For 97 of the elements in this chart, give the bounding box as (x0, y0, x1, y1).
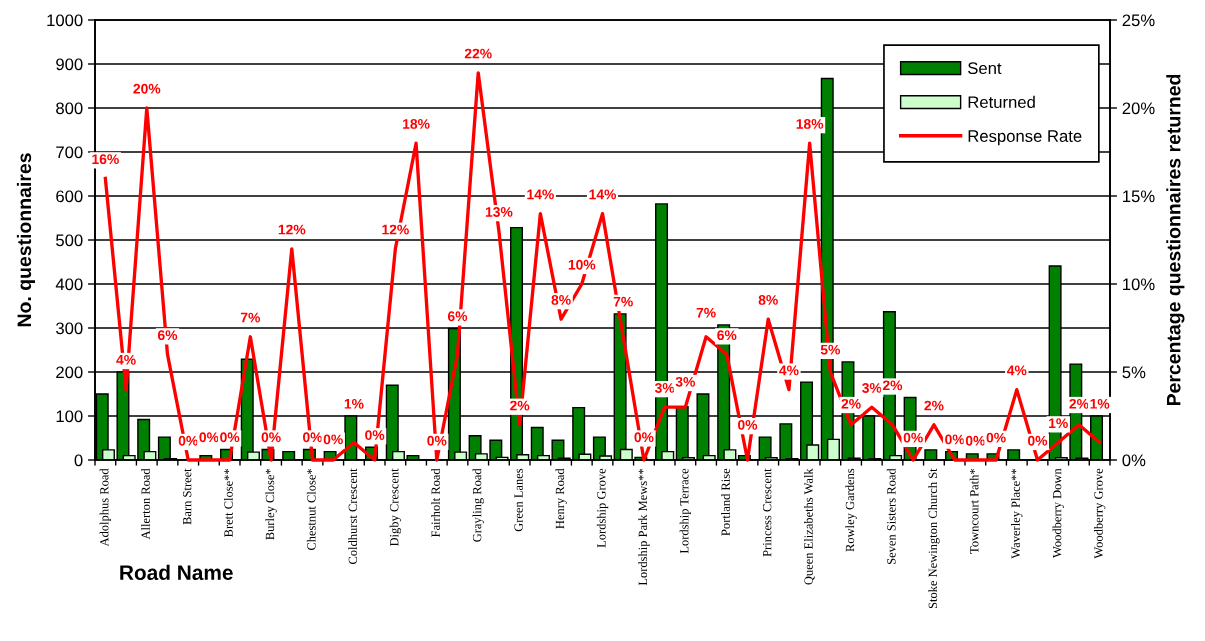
y-tick-label: 900 (56, 58, 83, 71)
data-label: 0% (178, 435, 198, 446)
x-tick-label: Portland Rise (721, 468, 730, 536)
data-label: 20% (133, 83, 161, 94)
data-label: 4% (116, 354, 136, 365)
data-label: 2% (924, 400, 944, 411)
data-label: 8% (758, 295, 778, 305)
x-tick-label: Queen Elizabeths Walk (803, 468, 815, 585)
x-tick-label: Allerton Road (141, 468, 150, 540)
data-label: 0% (261, 432, 281, 443)
y-tick-label: 100 (56, 410, 83, 423)
data-label: 2% (841, 398, 861, 409)
data-label: 1% (1090, 398, 1110, 409)
data-label: 0% (945, 434, 965, 445)
data-label: 18% (403, 119, 430, 129)
x-tick-label: Brett Close** (223, 468, 233, 538)
data-label: 5% (820, 344, 841, 355)
y-tick-label: 300 (56, 322, 83, 335)
data-label: 7% (240, 312, 261, 323)
data-label: 2% (1069, 398, 1089, 409)
y2-tick-label: 20% (1122, 102, 1155, 115)
x-tick-label: Fairholt Road (431, 468, 440, 538)
data-label: 6% (717, 330, 737, 341)
x-tick-label: Grayling Road (472, 468, 484, 542)
x-tick-label: Henry Road (555, 468, 567, 529)
data-label: 14% (527, 189, 554, 200)
y-axis-title: No. questionnaires (16, 153, 36, 327)
data-label: 3% (675, 376, 696, 387)
x-tick-label: Chestnut Close* (306, 468, 316, 551)
data-label: 3% (862, 383, 882, 393)
x-tick-label: Adolphus Road (99, 468, 112, 547)
data-label: 1% (344, 398, 364, 409)
legend-label: Sent (968, 62, 1002, 75)
legend-label: Response Rate (968, 130, 1082, 146)
data-label: 0% (427, 435, 447, 446)
data-label: 7% (613, 296, 633, 307)
data-label: 22% (464, 48, 492, 59)
data-label: 6% (447, 311, 468, 322)
x-tick-label: Digby Crescent (389, 468, 402, 547)
data-label: 0% (199, 432, 219, 443)
data-label: 16% (92, 154, 119, 165)
data-label: 0% (986, 432, 1006, 443)
x-tick-label: Stoke Newington Church St (928, 468, 940, 609)
x-axis-title: Road Name (120, 564, 233, 581)
x-tick-label: Woodberry Grove (1093, 468, 1106, 559)
data-label: 2% (882, 380, 903, 391)
y2-axis-title: Percentage questionnaires returned (1166, 74, 1185, 406)
legend-label: Returned (968, 95, 1035, 109)
x-tick-label: Coldhurst Crescent (348, 468, 358, 564)
data-label: 0% (220, 432, 240, 443)
data-label: 0% (303, 432, 323, 443)
data-label: 8% (551, 295, 571, 305)
data-label: 0% (738, 420, 758, 430)
data-label: 0% (323, 434, 343, 445)
y2-tick-label: 15% (1123, 190, 1155, 203)
data-label: 7% (696, 307, 716, 318)
y-tick-label: 600 (56, 190, 83, 203)
x-tick-label: Green Lanes (514, 468, 523, 532)
data-label: 0% (365, 430, 385, 440)
data-label: 10% (568, 259, 596, 270)
y-tick-label: 700 (56, 146, 83, 159)
y2-tick-label: 0% (1122, 454, 1146, 467)
data-label: 0% (634, 432, 654, 443)
y2-tick-label: 10% (1123, 278, 1155, 291)
data-label: 4% (779, 365, 799, 376)
data-label: 12% (382, 224, 409, 235)
x-tick-label: Lordship Terrace (679, 468, 692, 554)
y2-tick-label: 5% (1122, 366, 1146, 379)
y-tick-label: 500 (56, 234, 83, 247)
y-tick-label: 0 (74, 454, 83, 467)
y-tick-label: 800 (56, 102, 83, 115)
y2-tick-label: 25% (1122, 14, 1155, 27)
x-tick-label: Towncourt Path* (969, 468, 979, 554)
x-tick-label: Lordship Grove (596, 468, 609, 548)
y-tick-label: 200 (56, 366, 83, 379)
data-label: 0% (903, 432, 923, 443)
data-label: 13% (485, 207, 513, 217)
data-label: 6% (157, 330, 178, 341)
x-tick-label: Princess Crescent (762, 468, 772, 557)
x-tick-label: Rowley Gardens (845, 468, 857, 552)
data-label: 14% (589, 189, 617, 200)
data-label: 2% (510, 400, 530, 411)
data-label: 18% (796, 119, 824, 129)
x-tick-label: Woodberry Down (1052, 468, 1064, 558)
y-tick-label: 1000 (47, 14, 83, 27)
x-tick-label: Burley Close* (265, 468, 277, 540)
x-tick-label: Seven Sisters Road (886, 468, 896, 565)
data-label: 3% (654, 383, 675, 393)
data-label: 12% (278, 224, 306, 235)
x-tick-label: Waverley Place** (1011, 468, 1023, 559)
data-label: 0% (1028, 435, 1048, 446)
y-tick-label: 400 (55, 278, 83, 291)
data-label: 4% (1006, 365, 1027, 376)
x-tick-label: Lordship Park Mews** (638, 468, 650, 586)
x-tick-label: Barn Street (182, 468, 192, 525)
data-label: 1% (1049, 418, 1068, 429)
data-label: 0% (965, 435, 986, 446)
